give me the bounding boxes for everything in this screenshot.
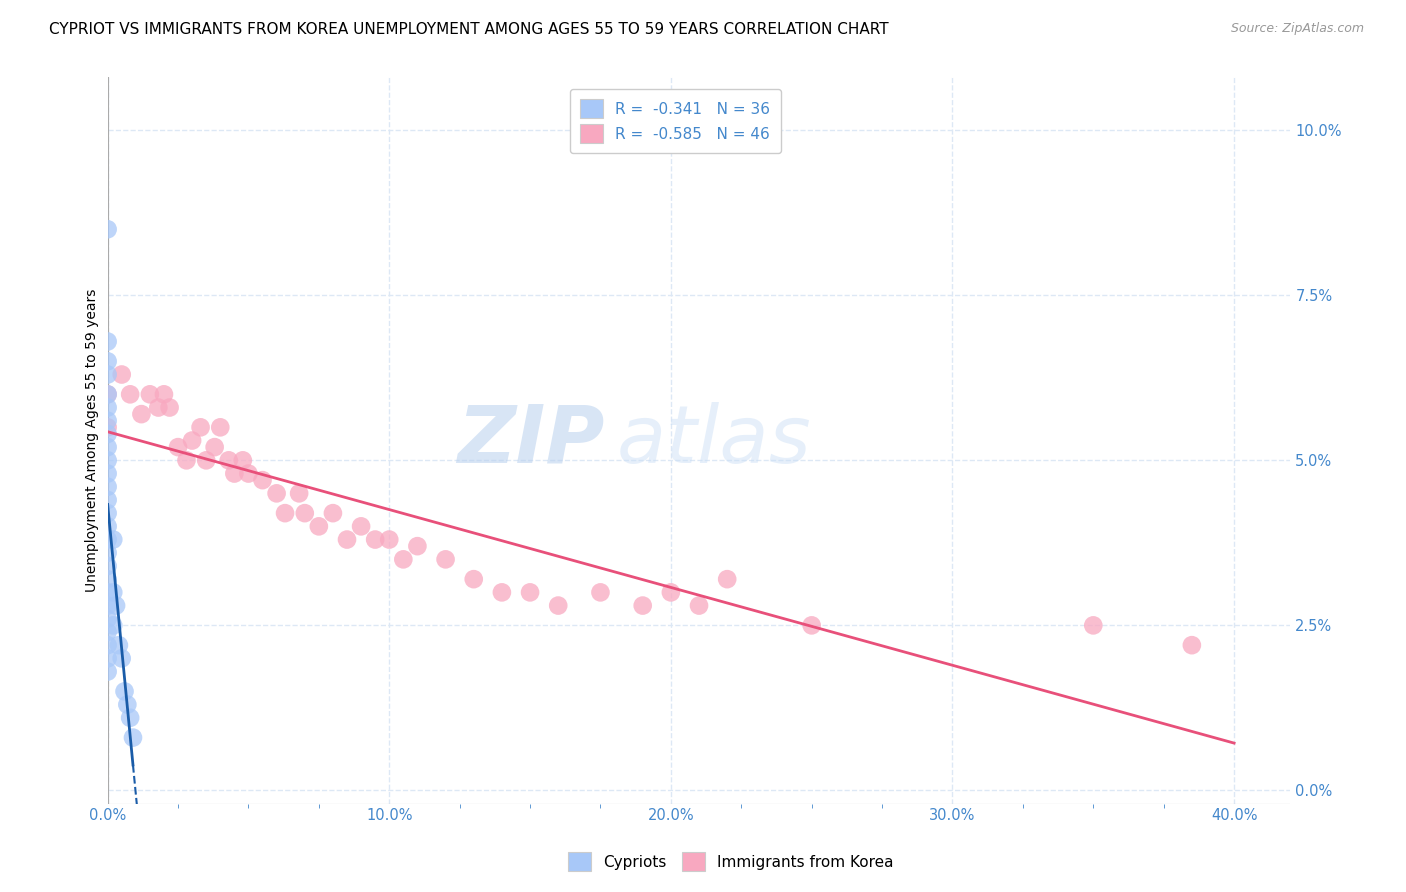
Point [120,711,142,725]
Point [97,665,120,679]
Point [434,552,457,566]
Point [111,368,134,382]
Point [209,420,232,434]
Point [238,467,260,481]
Point [716,572,738,586]
Point [97,533,120,547]
Point [105,599,128,613]
Point [108,638,131,652]
Point [167,440,190,454]
Point [148,401,170,415]
Point [114,684,136,698]
Point [1181,638,1204,652]
Point [800,618,823,632]
Point [589,585,612,599]
Point [97,222,120,236]
Point [97,387,120,401]
Point [117,698,139,712]
Point [97,467,120,481]
Point [97,638,120,652]
Point [392,552,415,566]
Point [97,354,120,368]
Point [97,506,120,520]
Point [97,651,120,665]
Point [364,533,387,547]
Legend: Cypriots, Immigrants from Korea: Cypriots, Immigrants from Korea [562,847,900,877]
Point [336,533,359,547]
Point [232,453,254,467]
Point [97,480,120,494]
Point [122,731,145,745]
Point [1083,618,1105,632]
Y-axis label: Unemployment Among Ages 55 to 59 years: Unemployment Among Ages 55 to 59 years [86,289,100,592]
Point [252,473,274,487]
Point [97,368,120,382]
Point [97,492,120,507]
Point [266,486,288,500]
Point [97,599,120,613]
Point [97,546,120,560]
Point [97,426,120,441]
Legend: R =  -0.341   N = 36, R =  -0.585   N = 46: R = -0.341 N = 36, R = -0.585 N = 46 [569,88,782,153]
Point [195,453,218,467]
Point [378,533,401,547]
Point [103,585,125,599]
Point [97,414,120,428]
Point [139,387,162,401]
Point [294,506,316,520]
Point [190,420,212,434]
Point [204,440,226,454]
Point [97,558,120,573]
Point [103,618,125,632]
Point [97,401,120,415]
Point [97,519,120,533]
Point [97,453,120,467]
Point [97,624,120,639]
Point [350,519,373,533]
Point [322,506,344,520]
Point [159,401,181,415]
Point [218,453,240,467]
Point [659,585,682,599]
Point [111,651,134,665]
Text: CYPRIOT VS IMMIGRANTS FROM KOREA UNEMPLOYMENT AMONG AGES 55 TO 59 YEARS CORRELAT: CYPRIOT VS IMMIGRANTS FROM KOREA UNEMPLO… [49,22,889,37]
Point [491,585,513,599]
Point [97,387,120,401]
Point [153,387,176,401]
Point [97,334,120,349]
Point [97,420,120,434]
Point [97,585,120,599]
Point [97,440,120,454]
Text: atlas: atlas [616,401,811,480]
Point [120,387,142,401]
Point [519,585,541,599]
Point [103,533,125,547]
Point [97,572,120,586]
Point [181,434,204,448]
Point [463,572,485,586]
Point [131,407,153,421]
Text: ZIP: ZIP [457,401,605,480]
Point [97,612,120,626]
Point [547,599,569,613]
Point [274,506,297,520]
Point [288,486,311,500]
Point [688,599,710,613]
Point [176,453,198,467]
Point [308,519,330,533]
Point [631,599,654,613]
Text: Source: ZipAtlas.com: Source: ZipAtlas.com [1230,22,1364,36]
Point [224,467,246,481]
Point [406,539,429,553]
